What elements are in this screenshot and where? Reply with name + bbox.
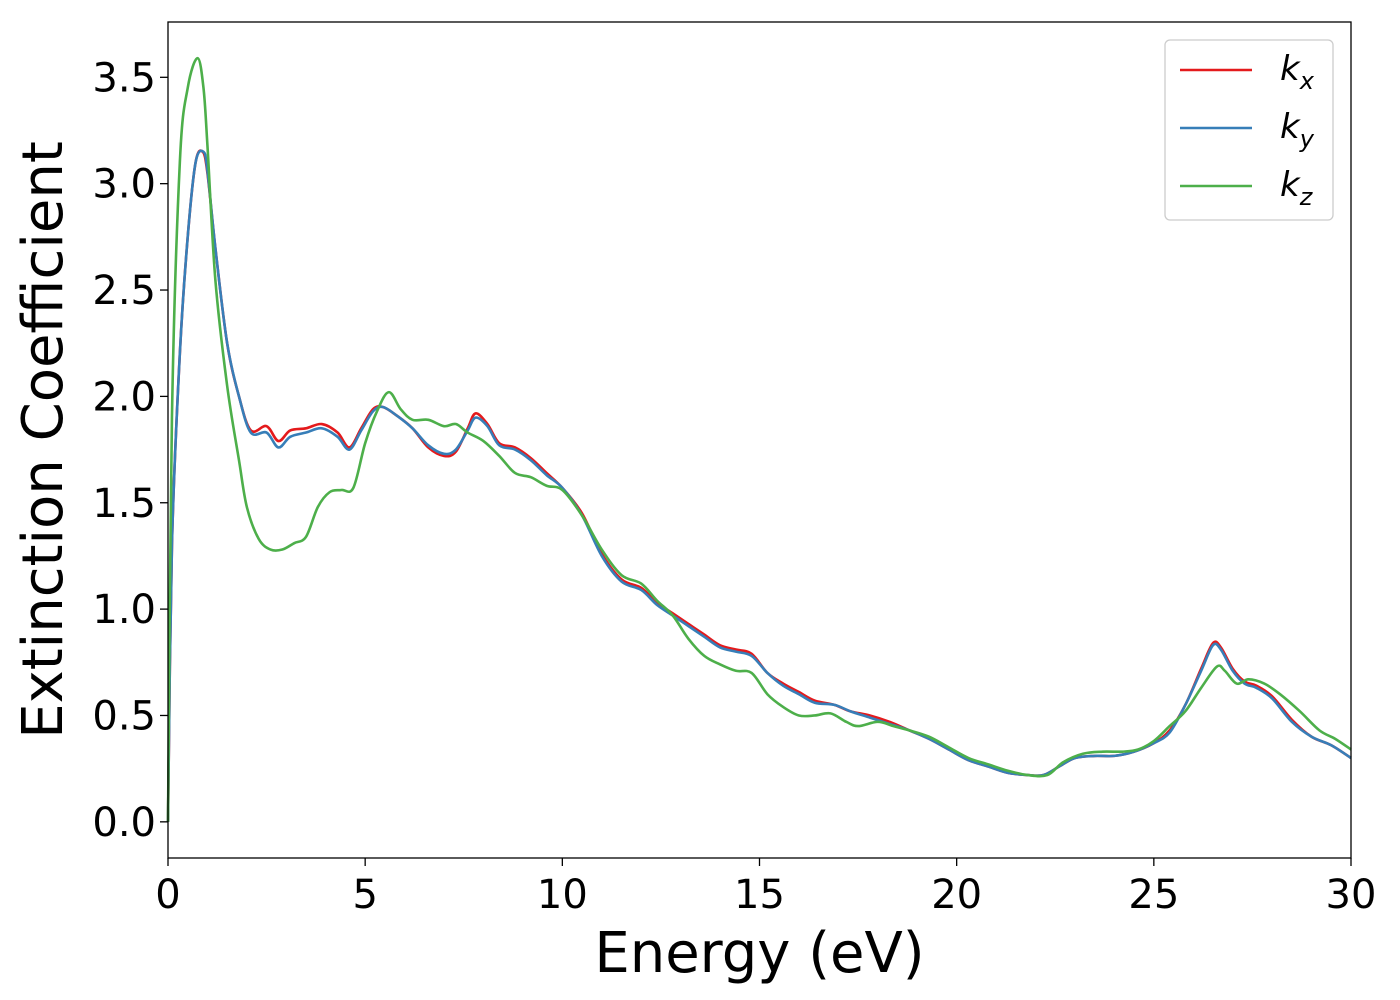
y-axis-ticks: 0.0 0.5 1.0 1.5 2.0 2.5 3.0 3.5 [92, 55, 168, 846]
y-tick-label: 3.5 [92, 55, 156, 101]
legend-frame [1164, 39, 1334, 221]
y-tick-label: 0.5 [92, 693, 156, 739]
x-tick-label: 0 [155, 872, 180, 918]
x-tick-label: 20 [931, 872, 982, 918]
y-tick-label: 2.0 [92, 374, 156, 420]
x-axis-ticks: 0 5 10 15 20 25 30 [155, 858, 1376, 918]
y-tick-label: 1.5 [92, 481, 156, 527]
y-axis-title: Extinction Coefficient [11, 141, 76, 739]
x-tick-label: 25 [1128, 872, 1179, 918]
y-tick-label: 1.0 [92, 587, 156, 633]
x-tick-label: 15 [734, 872, 785, 918]
series-line-kz [166, 56, 1352, 822]
y-tick-label: 2.5 [92, 268, 156, 314]
x-tick-label: 5 [352, 872, 377, 918]
x-axis-title: Energy (eV) [594, 921, 924, 986]
x-tick-label: 10 [537, 872, 588, 918]
x-tick-label: 30 [1326, 872, 1377, 918]
y-tick-label: 3.0 [92, 162, 156, 208]
series-lines [166, 56, 1352, 822]
y-tick-label: 0.0 [92, 800, 156, 846]
